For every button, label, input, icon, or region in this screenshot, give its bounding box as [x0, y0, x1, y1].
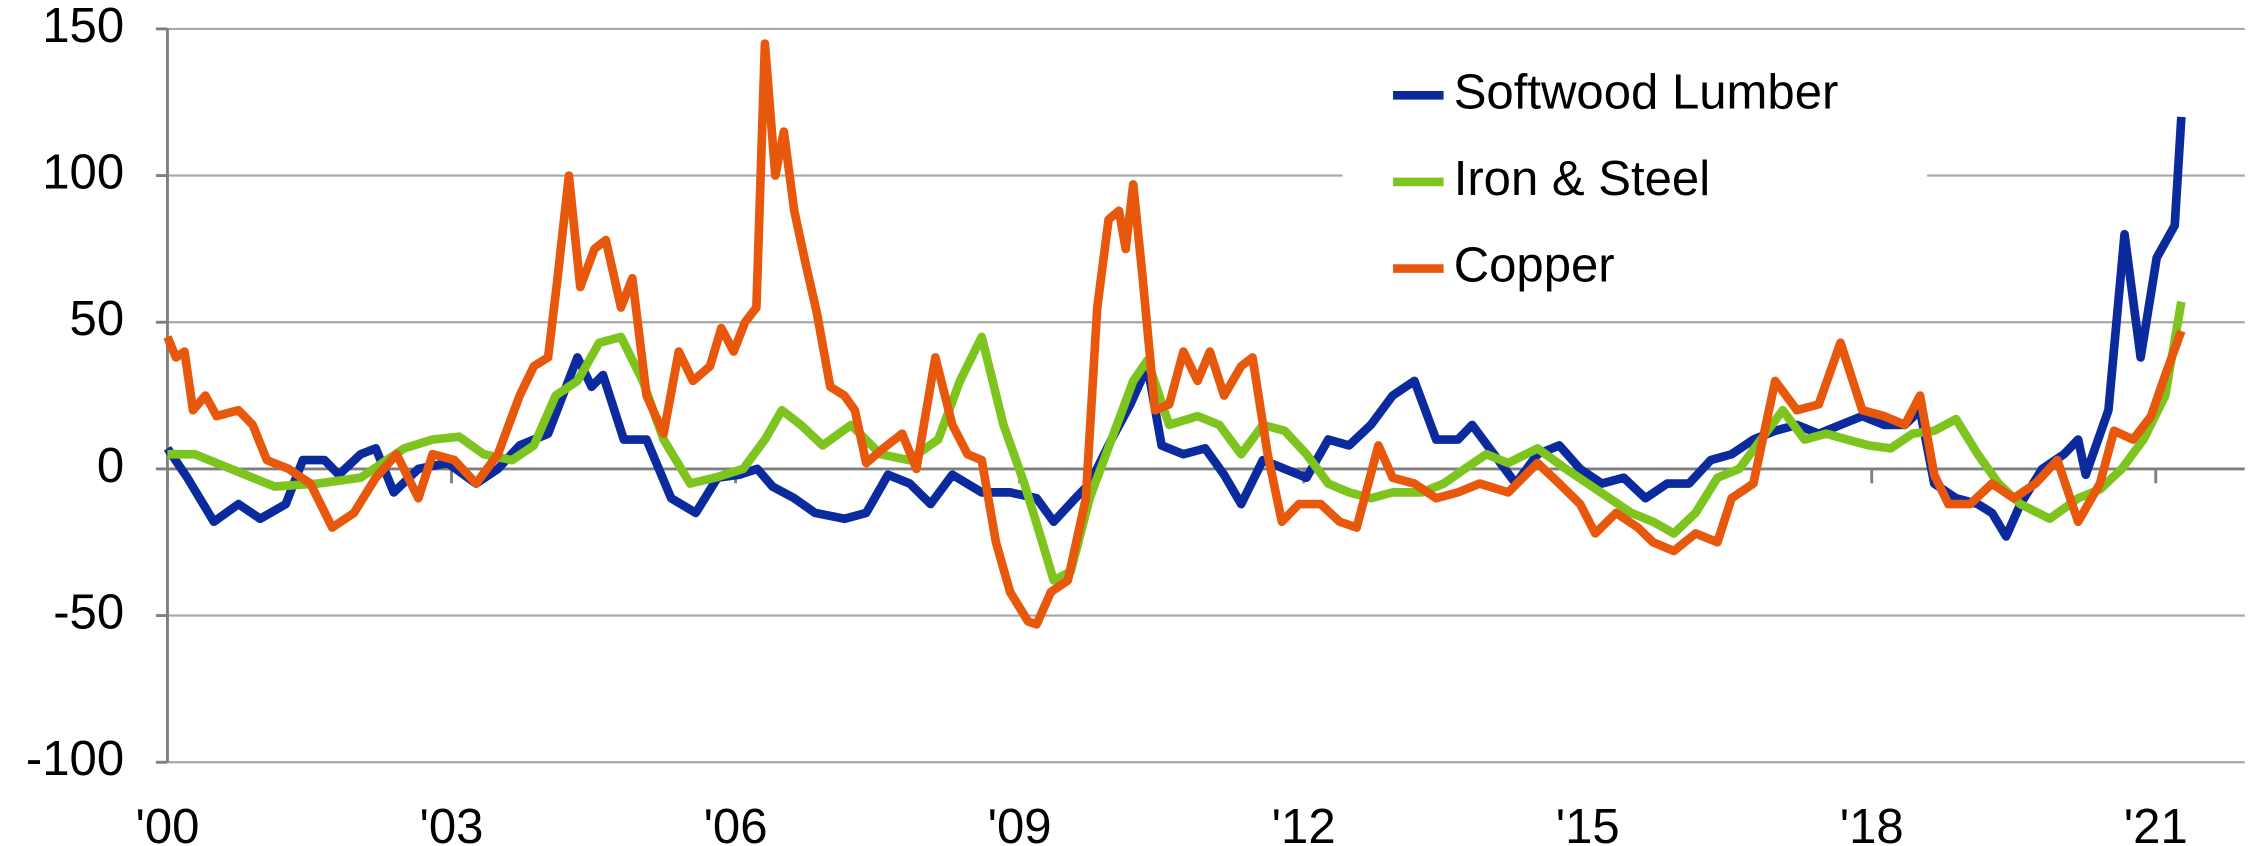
x-tick-label: '21: [2124, 800, 2188, 846]
legend-label: Iron & Steel: [1454, 152, 1710, 206]
x-tick-label: '03: [420, 800, 484, 846]
x-tick-label: '09: [988, 800, 1052, 846]
series-line: [167, 300, 2186, 585]
y-tick-label: -100: [26, 732, 124, 786]
x-tick-label: '00: [135, 800, 199, 846]
y-tick-label: 100: [42, 146, 124, 200]
legend: Softwood Lumber Iron & Steel Copper: [1342, 57, 1928, 304]
legend-label: Softwood Lumber: [1454, 65, 1839, 119]
x-tick-label: '12: [1272, 800, 1336, 846]
y-tick-label: 150: [42, 0, 124, 53]
x-tick-label: '15: [1556, 800, 1620, 846]
y-tick-label: -50: [53, 586, 124, 640]
legend-label: Copper: [1454, 239, 1615, 293]
x-tick-label: '06: [704, 800, 768, 846]
x-tick-label: '18: [1840, 800, 1904, 846]
series-line: [163, 116, 2186, 541]
series-line: [163, 39, 2186, 629]
y-tick-label: 0: [97, 439, 124, 493]
y-tick-label: 50: [70, 292, 125, 346]
